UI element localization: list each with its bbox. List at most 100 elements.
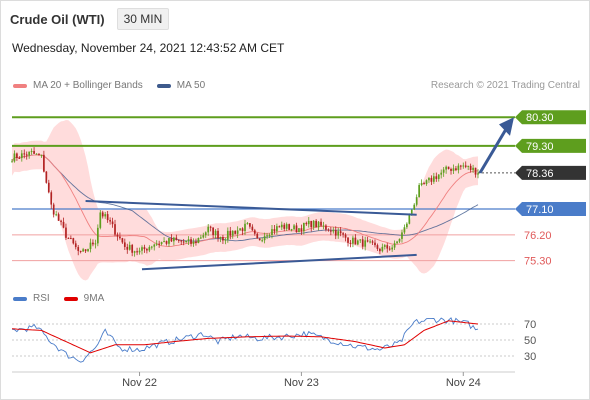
candle-body [258, 238, 261, 241]
candle [87, 248, 89, 253]
candle [256, 232, 259, 239]
candle-body [474, 167, 477, 175]
candle [467, 165, 470, 171]
candle-body [153, 244, 156, 247]
candle [288, 223, 291, 231]
candle [251, 224, 254, 231]
level-tag-box [515, 138, 586, 153]
candle-body [182, 241, 185, 243]
candle-body [212, 227, 214, 236]
rsi-level-label: 30 [524, 351, 536, 363]
candle-body [116, 234, 119, 237]
candle [40, 154, 43, 158]
legend-item-ma20: MA 20 + Bollinger Bands [13, 80, 143, 91]
candle [133, 250, 136, 257]
candle-body [280, 224, 283, 228]
candle-body [244, 223, 246, 232]
candle [141, 245, 143, 255]
rsi-swatch [13, 296, 27, 301]
candle [160, 241, 163, 246]
candle-body [65, 227, 67, 238]
candle [195, 238, 197, 246]
candle [325, 224, 327, 232]
candle [138, 247, 141, 255]
candle-body [263, 236, 266, 241]
candle [295, 222, 298, 233]
candle-body [121, 238, 124, 243]
candle-body [226, 230, 229, 240]
candle-body [293, 225, 295, 230]
candle-body [268, 235, 271, 237]
candle [219, 236, 222, 243]
candle-body [101, 212, 104, 217]
candle-body [16, 153, 18, 158]
candle-body [276, 226, 278, 232]
candle [253, 228, 256, 236]
candle-body [349, 242, 352, 244]
candle-body [320, 221, 322, 226]
candle [239, 228, 241, 231]
candle [143, 244, 146, 253]
candle-body [253, 230, 256, 234]
candle [192, 238, 195, 247]
candle-body [391, 247, 394, 250]
candle [440, 169, 443, 179]
candle-body [25, 154, 28, 156]
candle [43, 150, 45, 173]
timeframe-button[interactable]: 30 MIN [116, 8, 170, 30]
candle-body [143, 247, 146, 250]
candle [146, 247, 148, 254]
candle-body [138, 250, 141, 253]
candle [57, 212, 60, 222]
candle [442, 167, 445, 177]
candle-body [175, 237, 178, 240]
candle [187, 236, 190, 245]
candle-body [150, 246, 153, 248]
candle-body [457, 165, 460, 171]
candle [376, 243, 379, 252]
candle [67, 237, 70, 239]
candle-body [430, 177, 433, 182]
candle-body [28, 151, 31, 156]
level-tag: 80.30 [515, 110, 586, 125]
candle [123, 238, 126, 250]
candle-body [435, 176, 438, 179]
candle [391, 244, 394, 252]
candle-body [82, 249, 84, 252]
candle-body [165, 241, 168, 244]
candle [423, 181, 425, 185]
candle [224, 237, 227, 245]
candle-body [271, 229, 273, 236]
candle [190, 236, 192, 247]
candle-body [195, 241, 197, 244]
candle [204, 231, 207, 238]
candle-body [92, 242, 94, 245]
candle-body [317, 221, 320, 228]
candle [459, 164, 462, 170]
candle [437, 174, 440, 182]
candle-body [96, 227, 99, 244]
candle [298, 228, 300, 233]
candle-body [325, 225, 327, 230]
candle-body [273, 229, 276, 232]
chart-datetime: Wednesday, November 24, 2021 12:43:52 AM… [12, 41, 285, 55]
candle [222, 234, 224, 245]
candle [82, 247, 84, 252]
candle [229, 226, 232, 240]
candle-body [432, 176, 435, 182]
candle-body [146, 249, 148, 251]
candle [457, 163, 460, 174]
rsi-level-label: 50 [524, 335, 536, 347]
candle [337, 227, 340, 239]
candle [104, 211, 107, 219]
candle [305, 221, 308, 226]
candle [202, 232, 205, 239]
candle [126, 243, 129, 254]
candle [35, 153, 38, 155]
candle-body [128, 244, 131, 250]
candle-body [334, 230, 337, 236]
x-tick-label: Nov 23 [284, 377, 319, 389]
candle-body [11, 161, 13, 163]
candle [420, 179, 423, 187]
ma20-swatch [13, 83, 27, 88]
